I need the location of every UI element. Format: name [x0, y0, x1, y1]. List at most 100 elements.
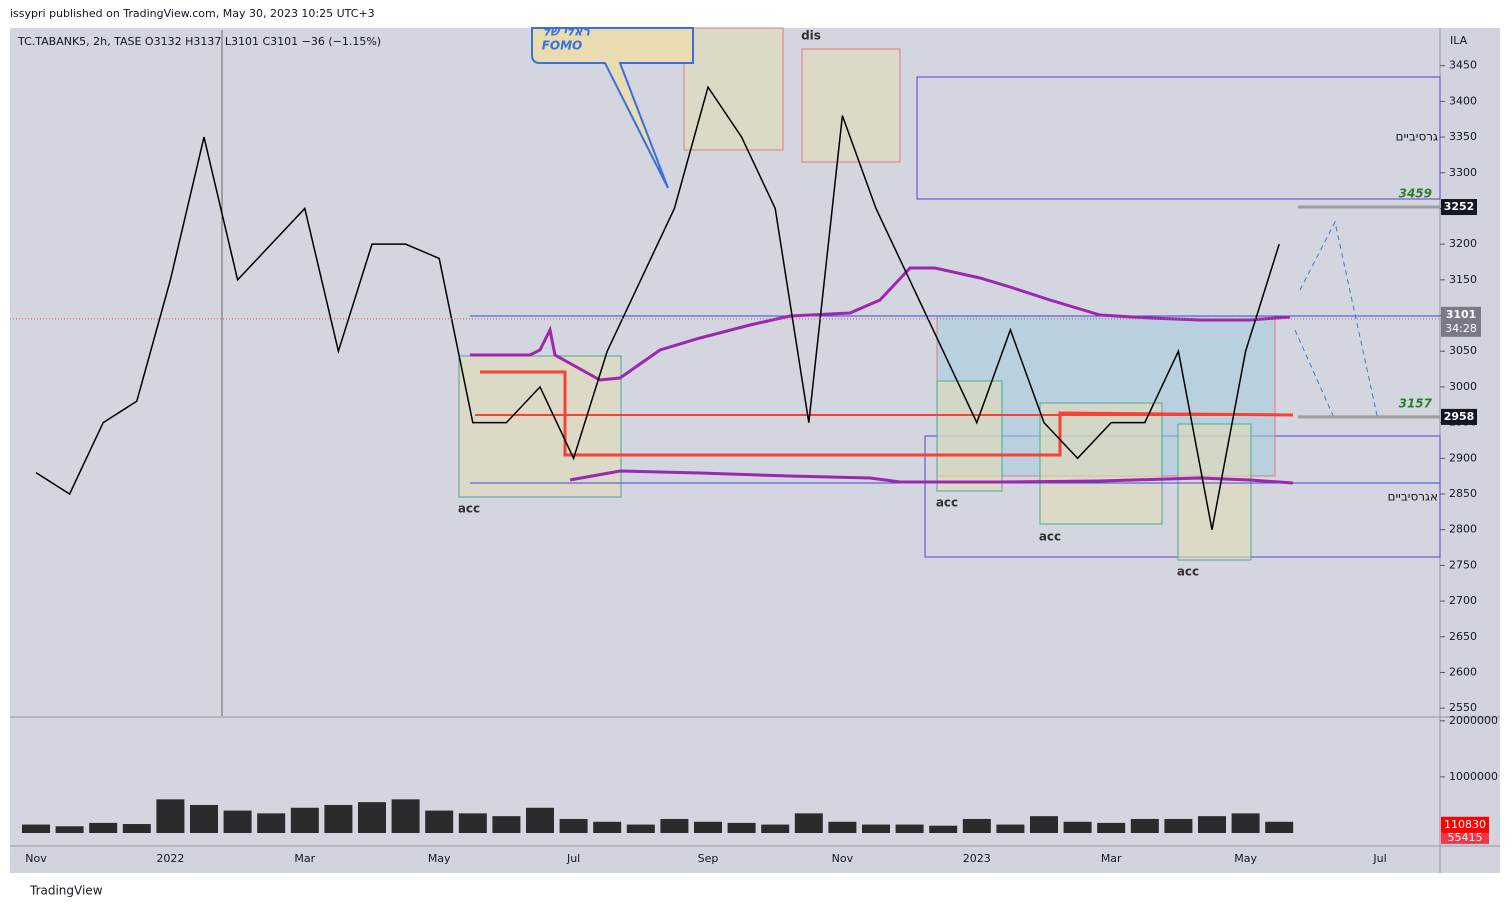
- x-tick-label: Jul: [1372, 852, 1386, 865]
- volume-label: 110830: [1444, 818, 1486, 831]
- box: [801, 48, 901, 163]
- volume-bar: [1097, 822, 1126, 833]
- volume-bar: [828, 821, 857, 833]
- volume-bar: [1130, 818, 1159, 833]
- indicator-line: [569, 469, 1294, 485]
- y-tick-label: 2000000: [1449, 714, 1498, 727]
- y-tick-label: 2850: [1449, 487, 1477, 500]
- drawings: [458, 27, 1441, 561]
- volume-bar: [929, 825, 958, 833]
- y-tick-label: 3400: [1449, 94, 1477, 107]
- level-tag: [1441, 199, 1477, 216]
- volume-bar: [358, 802, 386, 833]
- y-tick-label: 2750: [1449, 558, 1477, 571]
- annotation: acc: [458, 502, 480, 516]
- level-tag-label: 2958: [1444, 410, 1475, 423]
- volume-bar: [1063, 821, 1092, 833]
- box: [916, 76, 1441, 200]
- box: [458, 355, 622, 498]
- volume-bar: [1164, 818, 1193, 833]
- annotation: acc: [936, 496, 958, 510]
- volume-bar: [458, 813, 487, 833]
- last-price-label: 3101: [1446, 308, 1477, 321]
- volume-bar: [324, 804, 353, 833]
- volume-bar: [1265, 821, 1294, 833]
- x-tick-label: Jul: [566, 852, 580, 865]
- volume-bar: [55, 826, 84, 833]
- x-tick-label: Nov: [25, 852, 47, 865]
- y-tick-label: 2650: [1449, 630, 1477, 643]
- y-tick-label: 2800: [1449, 523, 1477, 536]
- price-line: [35, 85, 1280, 530]
- x-tick-label: 2023: [963, 852, 991, 865]
- volume-bar: [223, 810, 252, 833]
- volume-bar: [122, 824, 151, 833]
- volume-tag: [1441, 816, 1489, 833]
- volume-bar: [593, 821, 622, 833]
- annotation: FOMO: [542, 39, 583, 53]
- volume-bar: [89, 822, 118, 833]
- y-tick-label: 2550: [1449, 701, 1477, 714]
- annotation: 3157: [1399, 397, 1433, 411]
- annotation: acc: [1039, 530, 1061, 544]
- volume-bar: [1231, 813, 1260, 833]
- y-tick-label: 2900: [1449, 451, 1477, 464]
- x-tick-label: May: [1234, 852, 1257, 865]
- brand: TradingView: [29, 884, 103, 898]
- projection: [1294, 329, 1336, 421]
- volume-bar: [794, 813, 823, 833]
- box: [683, 27, 784, 151]
- y-tick-label: 2700: [1449, 594, 1477, 607]
- volume-bar: [425, 810, 454, 833]
- x-tick-label: Mar: [1101, 852, 1122, 865]
- y-tick-label: 3000: [1449, 380, 1477, 393]
- last-price-tag: [1441, 306, 1481, 337]
- volume-bar: [492, 816, 521, 833]
- box: [936, 380, 1003, 492]
- symbol-line: TC.TABANK5, 2h, TASE O3132 H3137 L3101 C…: [17, 35, 381, 48]
- volume-bar: [862, 824, 890, 833]
- y-tick-label: 2600: [1449, 665, 1477, 678]
- currency: ILA: [1450, 34, 1468, 47]
- box: [1039, 402, 1163, 525]
- y-tick-label: 3050: [1449, 344, 1477, 357]
- volume-ma-label: 55415: [1448, 831, 1483, 844]
- x-tick-label: Nov: [832, 852, 854, 865]
- annotation: acc: [1177, 565, 1199, 579]
- x-tick-label: Sep: [698, 852, 719, 865]
- volume-bar: [962, 818, 991, 833]
- volume-bar: [895, 824, 924, 833]
- projection: [1299, 220, 1379, 421]
- box: [1177, 423, 1252, 561]
- x-tick-label: 2022: [156, 852, 184, 865]
- annotation: 3459: [1399, 187, 1432, 201]
- volume-ma-tag: [1441, 831, 1489, 844]
- indicator-line: [480, 370, 1294, 457]
- speech-bubble: [531, 27, 694, 189]
- volume-bar: [559, 818, 588, 833]
- annotation: dis: [801, 29, 821, 43]
- y-tick-label: 3300: [1449, 166, 1477, 179]
- annotation: ראלי של: [543, 25, 590, 39]
- volume-bar: [996, 824, 1025, 833]
- volume-bar: [626, 824, 655, 833]
- y-tick-label: 1000000: [1449, 770, 1498, 783]
- x-tick-label: May: [428, 852, 451, 865]
- y-tick-label: 3350: [1449, 130, 1477, 143]
- annotation: גרסיביים: [1396, 130, 1439, 144]
- level-tag-label: 3252: [1444, 200, 1475, 213]
- volume-bar: [526, 807, 554, 833]
- countdown: 34:28: [1445, 322, 1477, 335]
- volume-bar: [660, 818, 689, 833]
- x-tick-label: Mar: [294, 852, 315, 865]
- level-tag: [1441, 408, 1477, 425]
- volume-bar: [190, 804, 218, 833]
- annotation: אגרסיביים: [1388, 490, 1438, 504]
- publisher-line: issypri published on TradingView.com, Ma…: [10, 7, 375, 20]
- volume-bar: [761, 824, 790, 833]
- y-tick-label: 3200: [1449, 237, 1477, 250]
- volume-bar: [727, 822, 756, 833]
- volume-bar: [156, 799, 185, 833]
